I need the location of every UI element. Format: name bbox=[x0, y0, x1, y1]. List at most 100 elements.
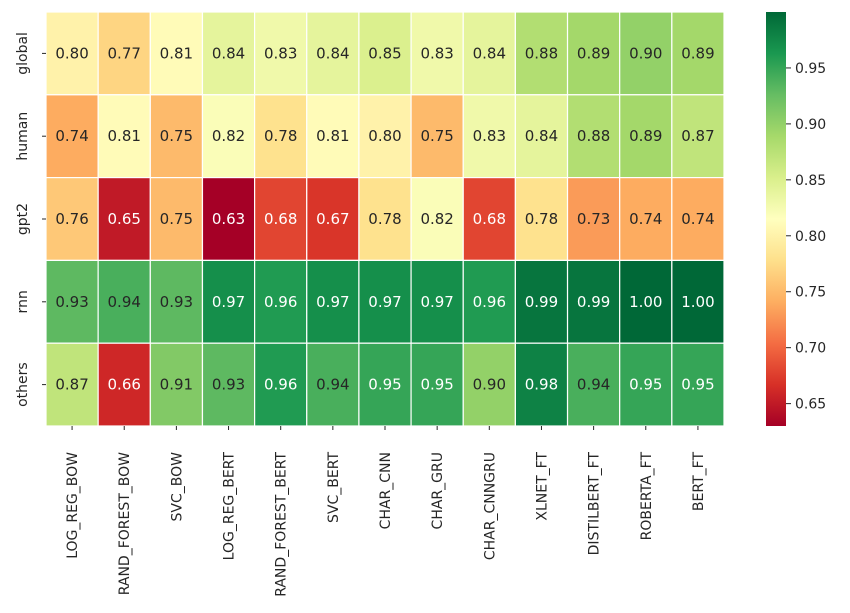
cell-value-label: 0.81 bbox=[316, 127, 349, 145]
heatmap-cell bbox=[45, 177, 99, 262]
heatmap-cell bbox=[410, 94, 464, 179]
heatmap-cell bbox=[410, 259, 464, 344]
heatmap-cell bbox=[45, 94, 99, 179]
cell-value-label: 0.80 bbox=[368, 127, 401, 145]
x-tick-label: LOG_REG_BOW bbox=[65, 452, 81, 559]
cell-value-label: 0.76 bbox=[55, 210, 88, 228]
cell-value-label: 0.83 bbox=[264, 44, 297, 62]
cell-value-label: 0.80 bbox=[55, 44, 88, 62]
cell-value-label: 0.65 bbox=[108, 210, 141, 228]
heatmap-cell bbox=[619, 259, 673, 344]
y-tick-label: gpt2 bbox=[15, 203, 31, 235]
heatmap-cell bbox=[358, 259, 412, 344]
cell-value-label: 0.98 bbox=[525, 376, 558, 394]
colorbar-tick-label: 0.75 bbox=[795, 285, 826, 301]
cell-value-label: 0.78 bbox=[264, 127, 297, 145]
cell-value-label: 1.00 bbox=[681, 293, 714, 311]
heatmap-cell bbox=[619, 94, 673, 179]
x-tick-label: RAND_FOREST_BERT bbox=[274, 452, 290, 597]
y-tick-label: rnn bbox=[15, 290, 31, 313]
x-tick-label: CHAR_CNN bbox=[378, 452, 394, 529]
cell-value-label: 0.93 bbox=[212, 376, 245, 394]
heatmap-cell bbox=[462, 342, 516, 427]
cell-value-label: 0.97 bbox=[420, 293, 453, 311]
x-tick-label: XLNET_FT bbox=[534, 452, 550, 521]
cell-value-label: 0.63 bbox=[212, 210, 245, 228]
y-axis-ticks: global human gpt2 rnn others bbox=[15, 32, 46, 407]
heatmap-cell bbox=[97, 11, 151, 96]
colorbar-tick-label: 0.85 bbox=[795, 173, 826, 189]
colorbar-tick-label: 0.80 bbox=[795, 229, 826, 245]
x-tick-label: RAND_FOREST_BOW bbox=[117, 452, 133, 595]
cell-value-label: 0.94 bbox=[577, 376, 610, 394]
heatmap-cell bbox=[201, 259, 256, 344]
heatmap-cells: 0.80 0.77 0.81 0.84 0.83 0.84 0.85 0.83 0.84 0.88… bbox=[45, 11, 725, 427]
cell-value-label: 0.89 bbox=[681, 44, 714, 62]
cell-value-label: 0.93 bbox=[160, 293, 193, 311]
cell-value-label: 0.77 bbox=[108, 44, 141, 62]
x-tick-label: CHAR_GRU bbox=[430, 452, 446, 529]
heatmap-cell bbox=[671, 259, 725, 344]
heatmap-cell bbox=[149, 177, 204, 262]
colorbar-gradient bbox=[766, 12, 786, 426]
heatmap-cell bbox=[619, 11, 673, 96]
heatmap-cell bbox=[514, 94, 569, 179]
cell-value-label: 0.93 bbox=[55, 293, 88, 311]
cell-value-label: 0.95 bbox=[420, 376, 453, 394]
cell-value-label: 0.94 bbox=[316, 376, 349, 394]
cell-value-label: 0.66 bbox=[108, 376, 141, 394]
heatmap-cell bbox=[671, 94, 725, 179]
cell-value-label: 0.91 bbox=[160, 376, 193, 394]
heatmap-cell bbox=[462, 94, 516, 179]
heatmap-cell bbox=[306, 259, 360, 344]
cell-value-label: 0.84 bbox=[316, 44, 349, 62]
cell-value-label: 0.74 bbox=[681, 210, 714, 228]
cell-value-label: 0.84 bbox=[212, 44, 245, 62]
x-tick-label: SVC_BERT bbox=[326, 452, 342, 523]
heatmap-cell bbox=[149, 259, 204, 344]
heatmap-cell bbox=[201, 342, 256, 427]
heatmap-cell bbox=[358, 94, 412, 179]
colorbar-tick-label: 0.65 bbox=[795, 397, 826, 413]
x-tick-label: BERT_FT bbox=[691, 452, 707, 512]
cell-value-label: 0.89 bbox=[629, 127, 662, 145]
cell-value-label: 0.75 bbox=[420, 127, 453, 145]
cell-value-label: 0.96 bbox=[264, 293, 297, 311]
x-tick-label: SVC_BOW bbox=[169, 452, 185, 522]
heatmap-cell bbox=[671, 177, 725, 262]
heatmap-cell bbox=[306, 94, 360, 179]
heatmap-cell bbox=[201, 94, 256, 179]
cell-value-label: 0.85 bbox=[368, 44, 401, 62]
heatmap-cell bbox=[671, 342, 725, 427]
heatmap-cell bbox=[149, 11, 204, 96]
cell-value-label: 0.84 bbox=[473, 44, 506, 62]
cell-value-label: 0.83 bbox=[420, 44, 453, 62]
heatmap-cell bbox=[306, 11, 360, 96]
cell-value-label: 0.84 bbox=[525, 127, 558, 145]
x-axis-ticks: LOG_REG_BOW RAND_FOREST_BOW SVC_BOW LOG_REG… bbox=[65, 426, 707, 597]
heatmap-cell bbox=[149, 94, 204, 179]
cell-value-label: 0.99 bbox=[577, 293, 610, 311]
y-tick-label: others bbox=[15, 362, 31, 407]
colorbar-tick-label: 0.70 bbox=[795, 341, 826, 357]
heatmap-cell bbox=[619, 342, 673, 427]
cell-value-label: 0.75 bbox=[160, 210, 193, 228]
cell-value-label: 0.67 bbox=[316, 210, 349, 228]
cell-value-label: 0.96 bbox=[264, 376, 297, 394]
cell-value-label: 0.97 bbox=[316, 293, 349, 311]
heatmap-cell bbox=[566, 259, 621, 344]
colorbar-tick-label: 0.95 bbox=[795, 61, 826, 77]
cell-value-label: 0.95 bbox=[368, 376, 401, 394]
cell-value-label: 0.68 bbox=[264, 210, 297, 228]
cell-value-label: 0.74 bbox=[55, 127, 88, 145]
heatmap-cell bbox=[566, 177, 621, 262]
cell-value-label: 0.88 bbox=[577, 127, 610, 145]
cell-value-label: 0.82 bbox=[212, 127, 245, 145]
cell-value-label: 0.78 bbox=[525, 210, 558, 228]
x-tick-label: LOG_REG_BERT bbox=[222, 452, 238, 561]
cell-value-label: 0.97 bbox=[212, 293, 245, 311]
cell-value-label: 0.83 bbox=[473, 127, 506, 145]
cell-value-label: 0.87 bbox=[55, 376, 88, 394]
heatmap-cell bbox=[514, 11, 569, 96]
heatmap-cell bbox=[410, 11, 464, 96]
